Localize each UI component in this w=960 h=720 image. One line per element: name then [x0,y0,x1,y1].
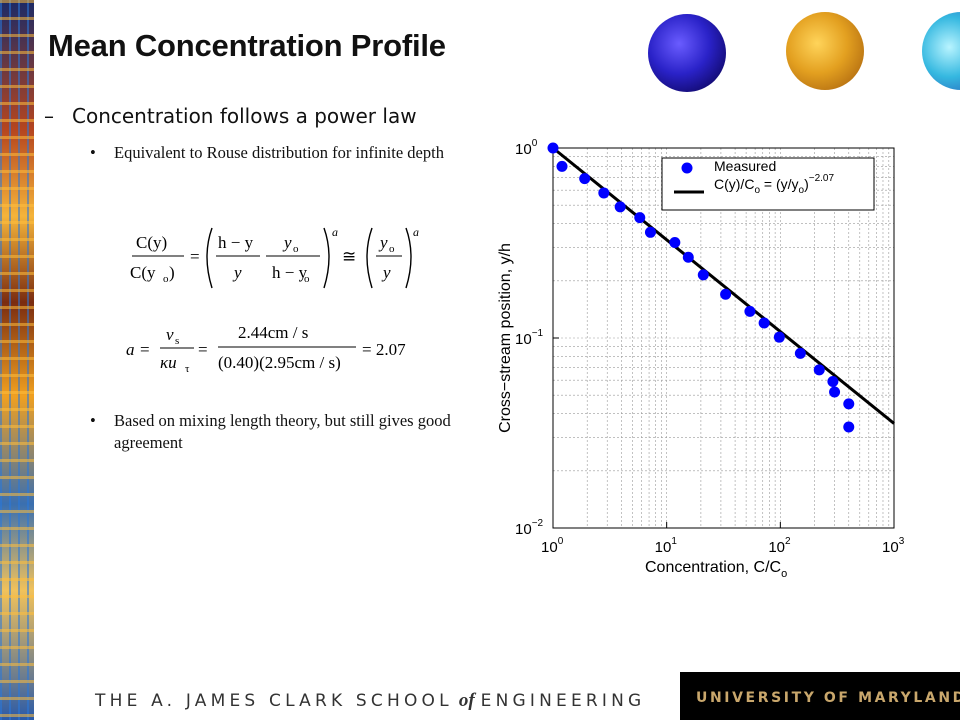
concentration-chart: 100 101 102 103 100 10−1 10−2 Measured C(y)/Co… [497,138,905,580]
data-point [720,288,732,300]
data-point [598,187,610,199]
data-point [669,237,681,249]
data-point [794,347,806,359]
eq1-approx: ≅ [342,247,356,266]
legend-fit-label: C(y)/Co = (y/yo)−2.07 [714,173,834,196]
fit-line [552,146,895,425]
eq1-f3-den: y [381,263,391,282]
eq1-f1-den: y [232,263,242,282]
data-point [556,160,568,172]
data-point [634,212,646,224]
y-tick-label: 10−2 [515,518,544,538]
data-point [829,386,841,398]
x-tick-label: 102 [768,536,791,556]
x-tick-label: 103 [882,536,905,556]
equation-rouse: C(y) C(y o ) = h − y y y o h − y o a ≅ y… [130,225,419,289]
eq2-f2-den: (0.40)(2.95cm / s) [218,353,341,372]
footer-school-text: THE A. JAMES CLARK SCHOOL [95,691,453,711]
main-bullet-text: Concentration follows a power law [72,104,417,128]
teal-sphere-image [922,12,960,90]
footer-school-name: THE A. JAMES CLARK SCHOOL of ENGINEERING [95,690,645,712]
y-tick-label: 100 [515,138,538,158]
footer-university-name: UNIVERSITY OF MARYLAND [696,690,960,706]
bullet-dash: – [44,104,54,128]
left-decorative-strip [0,0,34,720]
data-point [843,421,855,433]
y-axis-label: Cross−stream position, y/h [497,243,514,433]
eq1-f1-num: h − y [218,233,254,252]
eq2-f1-num: v [166,325,174,344]
eq2-equals: = [140,340,150,359]
legend: Measured C(y)/Co = (y/yo)−2.07 [661,157,875,211]
data-points [547,142,855,433]
eq2-equals2: = [198,340,208,359]
fit-line-layer [552,146,895,425]
eq1-f3-sub: o [389,243,395,255]
eq2-f1-den: κu [160,353,177,372]
eq2-f1-num-sub: s [175,335,179,347]
main-bullet: – Concentration follows a power law [44,104,417,128]
eq2-f2-num: 2.44cm / s [238,323,308,342]
eq1-lhs-den: C(y [130,263,156,282]
x-axis-label: Concentration, C/Co [645,559,787,580]
sub-bullet-text: Equivalent to Rouse distribution for inf… [114,143,444,162]
ticks: 100 101 102 103 100 10−1 10−2 [515,138,905,556]
eq1-f3-num: y [378,233,388,252]
eq1-left-paren [206,227,213,289]
x-tick-label: 101 [655,536,678,556]
data-point [579,173,591,185]
x-tick-label: 100 [541,536,564,556]
eq1-close-paren: ) [169,263,175,282]
data-point [644,226,656,238]
eq1-left-paren2 [366,227,373,289]
data-point [697,269,709,281]
eq1-right-paren2 [405,227,412,289]
eq1-f2-sub: o [293,243,299,255]
sub-bullet-text: Based on mixing length theory, but still… [114,411,451,452]
data-point [744,305,756,317]
bullet-dot: • [90,143,96,162]
eq1-lhs-num: C(y) [136,233,167,252]
eq1-equals: = [190,247,200,266]
eq1-exp2: a [413,225,419,239]
eq1-f2-den-sub: o [304,273,310,285]
data-point [547,142,559,154]
equation-exponent: a = v s κu τ = 2.44cm / s (0.40)(2.95cm … [126,323,406,375]
blue-sphere-image [648,14,726,92]
eq1-sub-o: o [163,273,169,285]
footer-engineering-text: ENGINEERING [480,691,646,711]
legend-measured-label: Measured [714,158,776,174]
slide-title: Mean Concentration Profile [48,28,446,63]
eq2-f1-den-sub: τ [185,363,190,375]
footer-university-banner [680,672,960,720]
data-point [813,364,825,376]
footer-of: of [458,690,475,711]
gold-sphere-image [786,12,864,90]
data-point [773,331,785,343]
eq2-a: a [126,340,135,359]
data-point [827,376,839,388]
eq2-result: = 2.07 [362,340,406,359]
eq1-exp: a [332,225,338,239]
bullet-dot: • [90,411,96,430]
data-point [682,251,694,263]
data-point [843,398,855,410]
eq1-f2-num: y [282,233,292,252]
data-point [758,317,770,329]
legend-marker-measured [681,162,693,174]
y-tick-label: 10−1 [515,328,544,348]
eq1-right-paren [323,227,330,289]
equations: C(y) C(y o ) = h − y y y o h − y o a ≅ y… [126,225,419,375]
eq1-f2-den: h − y [272,263,308,282]
legend-box [661,157,875,211]
data-point [614,201,626,213]
